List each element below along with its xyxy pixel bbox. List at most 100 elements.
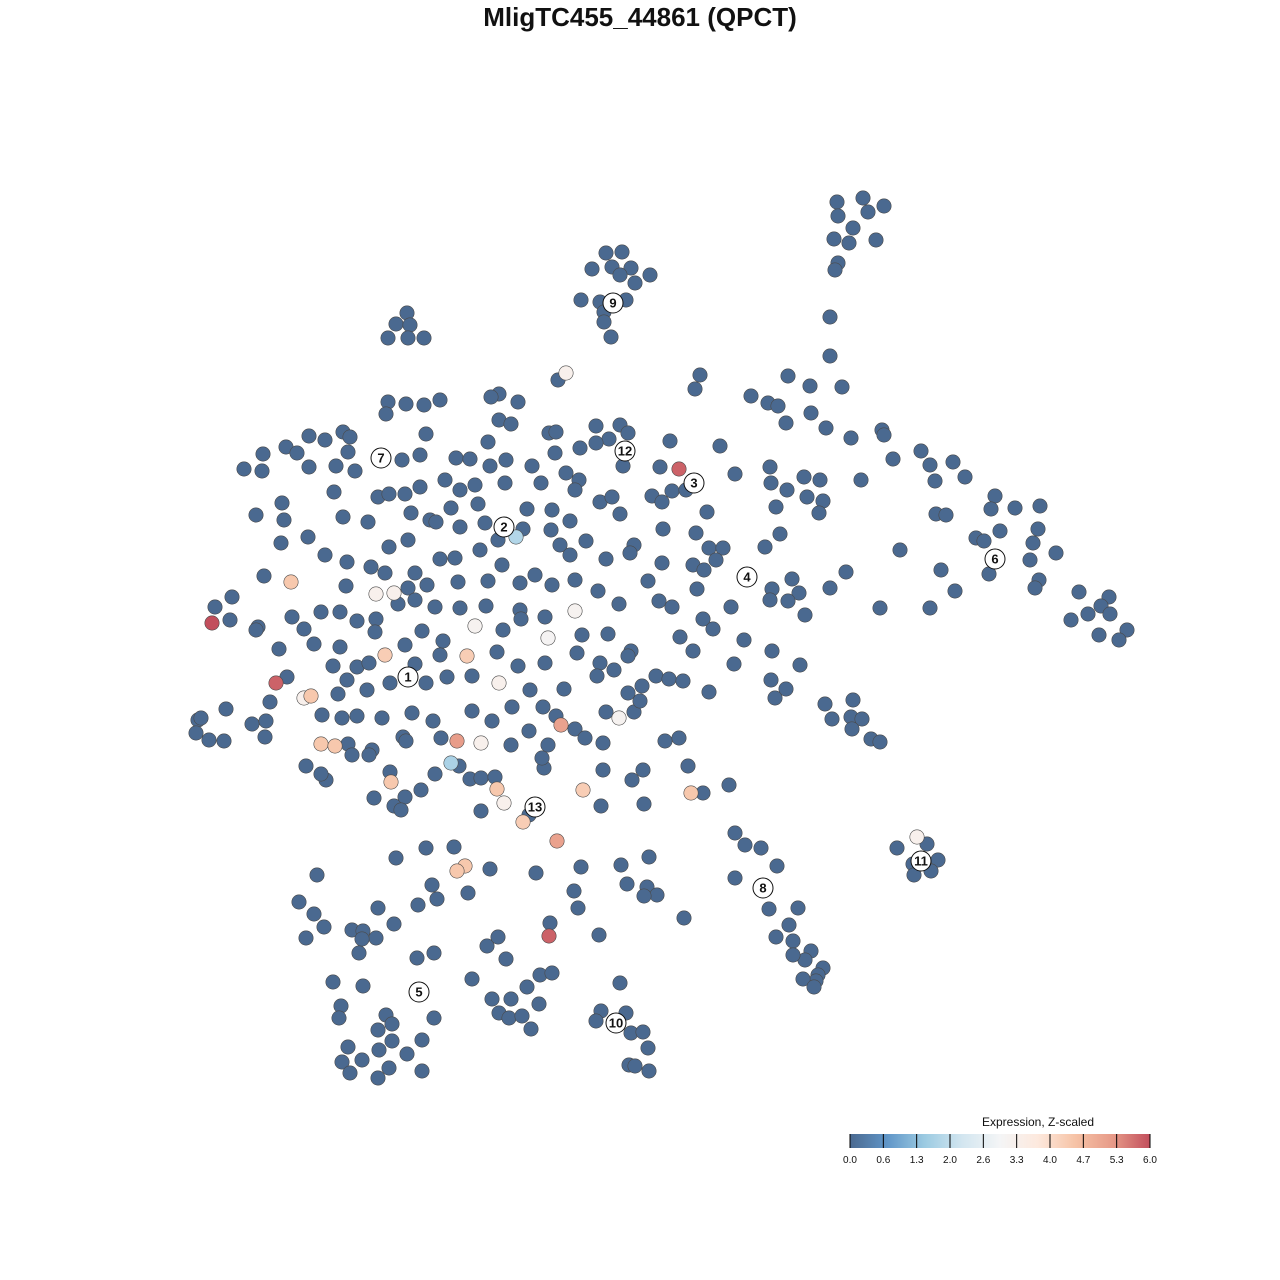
data-point — [464, 703, 480, 719]
data-point — [558, 365, 574, 381]
data-point — [410, 897, 426, 913]
data-point — [254, 463, 270, 479]
data-point — [188, 725, 204, 741]
data-point — [872, 734, 888, 750]
data-point — [464, 971, 480, 987]
data-point — [503, 991, 519, 1007]
data-point — [1091, 627, 1107, 643]
data-point — [325, 658, 341, 674]
data-point — [339, 672, 355, 688]
legend-tick-label: 2.6 — [976, 1155, 990, 1166]
legend-tick-label: 6.0 — [1143, 1155, 1157, 1166]
data-point — [806, 979, 822, 995]
cluster-label-text: 6 — [991, 552, 998, 567]
data-point — [671, 461, 687, 477]
data-point — [632, 693, 648, 709]
data-point — [1027, 580, 1043, 596]
cluster-label-text: 10 — [609, 1016, 623, 1031]
data-point — [927, 473, 943, 489]
data-point — [354, 1052, 370, 1068]
data-point — [426, 945, 442, 961]
data-point — [377, 565, 393, 581]
data-point — [889, 840, 905, 856]
data-point — [522, 682, 538, 698]
data-point — [844, 721, 860, 737]
data-point — [537, 655, 553, 671]
data-point — [541, 928, 557, 944]
data-point — [425, 713, 441, 729]
data-point — [207, 599, 223, 615]
cluster-label-badge — [493, 516, 515, 538]
cluster-label-10: 10 — [605, 1012, 627, 1034]
data-point — [589, 668, 605, 684]
data-point — [478, 598, 494, 614]
data-point — [370, 1022, 386, 1038]
data-point — [400, 330, 416, 346]
data-point — [236, 461, 252, 477]
data-point — [523, 1021, 539, 1037]
data-point — [473, 770, 489, 786]
data-point — [1063, 612, 1079, 628]
data-point — [817, 696, 833, 712]
data-point — [433, 730, 449, 746]
data-point — [258, 713, 274, 729]
data-point — [419, 577, 435, 593]
data-point — [1030, 521, 1046, 537]
data-point — [380, 330, 396, 346]
data-point — [519, 979, 535, 995]
data-point — [515, 814, 531, 830]
data-point — [635, 1024, 651, 1040]
data-point — [922, 457, 938, 473]
data-point — [913, 443, 929, 459]
data-point — [544, 577, 560, 593]
data-point — [400, 532, 416, 548]
data-point — [708, 552, 724, 568]
cluster-label-text: 1 — [404, 670, 411, 685]
data-point — [262, 694, 278, 710]
data-point — [388, 316, 404, 332]
data-point — [400, 580, 416, 596]
data-point — [459, 648, 475, 664]
data-point — [567, 572, 583, 588]
data-point — [377, 647, 393, 663]
data-point — [588, 418, 604, 434]
data-point — [611, 710, 627, 726]
data-point — [361, 655, 377, 671]
data-point — [494, 557, 510, 573]
data-point — [651, 593, 667, 609]
data-point — [418, 675, 434, 691]
data-point — [818, 420, 834, 436]
data-point — [381, 1060, 397, 1076]
cluster-label-badge — [524, 796, 546, 818]
cluster-label-badge — [736, 566, 758, 588]
data-point — [553, 717, 569, 733]
data-point — [567, 603, 583, 619]
cluster-label-2: 2 — [493, 516, 515, 538]
data-point — [779, 482, 795, 498]
cluster-label-6: 6 — [984, 548, 1006, 570]
data-point — [489, 644, 505, 660]
data-point — [289, 445, 305, 461]
data-point — [790, 900, 806, 916]
data-point — [683, 785, 699, 801]
data-point — [613, 857, 629, 873]
data-point — [344, 747, 360, 763]
data-point — [623, 260, 639, 276]
data-point — [347, 463, 363, 479]
data-point — [922, 600, 938, 616]
legend-tick-label: 1.3 — [910, 1155, 924, 1166]
data-point — [473, 735, 489, 751]
data-point — [892, 542, 908, 558]
data-point — [414, 1032, 430, 1048]
data-point — [612, 975, 628, 991]
data-point — [598, 245, 614, 261]
data-point — [853, 472, 869, 488]
data-point — [855, 190, 871, 206]
cluster-label-badge — [370, 447, 392, 469]
data-point — [274, 495, 290, 511]
data-point — [841, 235, 857, 251]
data-point — [414, 1063, 430, 1079]
data-point — [834, 379, 850, 395]
data-point — [620, 648, 636, 664]
data-point — [429, 891, 445, 907]
